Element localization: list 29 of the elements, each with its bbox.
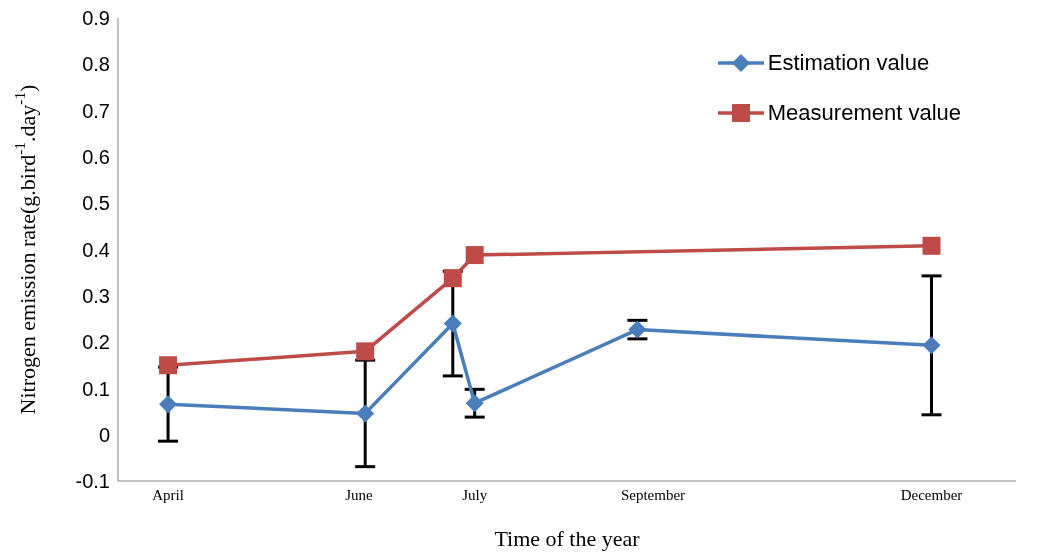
y-tick-label: 0.9 bbox=[82, 7, 110, 30]
point bbox=[159, 395, 178, 414]
x-tick-label: July bbox=[462, 486, 488, 503]
point bbox=[356, 404, 375, 423]
y-tick-label: 0.5 bbox=[82, 192, 110, 215]
x-tick-label: September bbox=[620, 486, 686, 503]
y-tick-label: 0.3 bbox=[82, 284, 110, 307]
y-tick-label: 0.6 bbox=[82, 146, 110, 168]
point bbox=[922, 236, 941, 255]
x-axis-title: Time of the year bbox=[494, 526, 641, 551]
x-tick-label: June bbox=[345, 486, 374, 503]
y-tick-label: 0.4 bbox=[82, 238, 110, 261]
x-tick-label: December bbox=[900, 486, 963, 503]
point bbox=[443, 314, 462, 333]
point bbox=[465, 394, 484, 413]
point bbox=[356, 342, 375, 361]
legend-label: Measurement value bbox=[767, 100, 961, 126]
point bbox=[159, 356, 178, 375]
point bbox=[922, 336, 941, 355]
y-tick-label: 0.7 bbox=[82, 99, 110, 122]
y-tick-label: 0.8 bbox=[82, 53, 110, 76]
point bbox=[465, 246, 484, 265]
y-tick-label: -0.1 bbox=[75, 470, 110, 493]
point bbox=[443, 269, 462, 288]
legend-label: Estimation value bbox=[767, 50, 930, 76]
y-tick-label: 0.1 bbox=[82, 377, 110, 400]
y-tick-label: 0 bbox=[98, 423, 110, 446]
x-tick-label: April bbox=[152, 486, 184, 503]
y-tick-label: 0.2 bbox=[82, 331, 110, 354]
